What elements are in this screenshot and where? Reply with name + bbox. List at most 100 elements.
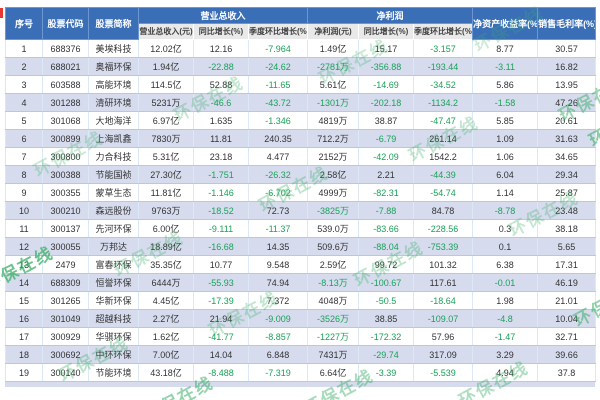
cell: 99.72 — [358, 255, 415, 274]
col-profit-yoy: 同比增长(%) — [358, 23, 415, 40]
cell: 3 — [5, 75, 43, 94]
cell: -34.52 — [413, 75, 474, 94]
cell: 300355 — [42, 183, 89, 202]
cell: -0.01 — [472, 273, 539, 292]
cell: 节能国祯 — [88, 165, 139, 184]
cell: 10 — [5, 201, 43, 220]
cell: 6.38 — [472, 255, 539, 274]
cell: 7431万 — [307, 345, 360, 364]
cell: -5.539 — [413, 363, 474, 382]
cell: -6.79 — [358, 129, 415, 148]
cell: 7830万 — [138, 129, 194, 148]
table-row: 16 301049 超越科技 2.27亿 21.94 -9.009 -3526万 38.85-… — [5, 309, 597, 328]
cell: -1.146 — [193, 183, 249, 202]
cell: -16.68 — [193, 237, 249, 256]
table-row: 2 688021 奥福环保 1.94亿 -22.88 -24.62 -2781万 -356.8… — [5, 57, 597, 76]
cell: 4.94 — [472, 363, 539, 382]
cell: -100.67 — [358, 273, 415, 292]
cell: 300137 — [42, 219, 89, 238]
cell: -3.39 — [358, 363, 415, 382]
cell: 539.0万 — [307, 219, 360, 238]
cell: -11.37 — [247, 219, 309, 238]
cell: 12 — [5, 237, 43, 256]
cell: 1 — [5, 39, 43, 58]
cell: 5 — [5, 111, 43, 130]
cell: 20.61 — [537, 111, 597, 130]
cell: 34.65 — [537, 147, 597, 166]
cell: 5.65 — [537, 237, 597, 256]
table-row: 17 300929 华骐环保 1.62亿 -41.77 -8.857 -1227万 -172.… — [5, 327, 597, 346]
col-revenue-total: 营业总收入(元) — [138, 23, 194, 40]
cell: 301265 — [42, 291, 89, 310]
cell: 1.49亿 — [307, 39, 360, 58]
cell: 32.71 — [537, 327, 597, 346]
col-revenue-yoy: 同比增长(%) — [193, 23, 249, 40]
cell: 17 — [5, 327, 43, 346]
cell: 16 — [5, 309, 43, 328]
cell: -82.31 — [358, 183, 415, 202]
cell: 300140 — [42, 363, 89, 382]
cell: -7.964 — [247, 39, 309, 58]
cell: -1.58 — [472, 93, 539, 112]
cell: -8.13万 — [307, 273, 360, 292]
cell: 300692 — [42, 345, 89, 364]
cell: -50.5 — [358, 291, 415, 310]
cell: 712.2万 — [307, 129, 360, 148]
table-row: 5 301068 大地海洋 6.97亿 1.635 -1.346 4819万 38.87 -47… — [5, 111, 597, 130]
cell: 中环环保 — [88, 345, 139, 364]
table-row: 8 300388 节能国祯 27.30亿 -1.751 -26.32 2.58亿 2.21 -4… — [5, 165, 597, 184]
cell: 509.6万 — [307, 237, 360, 256]
col-roe: 净资产收益率(%) — [472, 7, 539, 40]
cell: -202.18 — [358, 93, 415, 112]
cell: -2781万 — [307, 57, 360, 76]
table-row: 9 300355 蒙草生态 11.81亿 -1.146 -6.702 4999万 -82.31… — [5, 183, 597, 202]
table-wrap: 序号 股票代码 股票简称 营业总收入 净利润 净资产收益率(%) 销售毛利率(%… — [5, 7, 597, 387]
table-row: 18 300692 中环环保 7.00亿 14.04 6.848 7431万 -29.74 31… — [5, 345, 597, 364]
cell: 14.35 — [247, 237, 309, 256]
cell: 10.04 — [537, 309, 597, 328]
cell: 13.95 — [537, 75, 597, 94]
cell: 47.26 — [537, 93, 597, 112]
cell: -109.07 — [413, 309, 474, 328]
cell: 2479 — [42, 255, 89, 274]
col-seq: 序号 — [5, 7, 43, 40]
cell: 688021 — [42, 57, 89, 76]
cell: 6.848 — [247, 345, 309, 364]
cell: 4819万 — [307, 111, 360, 130]
cell: 30.57 — [537, 39, 597, 58]
cell: -7.88 — [358, 201, 415, 220]
cell: 2.27亿 — [138, 309, 194, 328]
cell: 4048万 — [307, 291, 360, 310]
cell: 0.1 — [472, 237, 539, 256]
col-profit-qoq: 季度环比增长(%) — [413, 23, 474, 40]
table-row: 12 300055 万邦达 18.89亿 -16.68 14.35 509.6万 -88.04… — [5, 237, 597, 256]
cell: 18 — [5, 345, 43, 364]
cell: 301049 — [42, 309, 89, 328]
cell: -1134.2 — [413, 93, 474, 112]
cell: 300929 — [42, 327, 89, 346]
cell: 117.61 — [413, 273, 474, 292]
cell: 4.477 — [247, 147, 309, 166]
table-row: 10 300210 森远股份 9763万 -18.52 72.73 -3825万 -7.88 8… — [5, 201, 597, 220]
cell: 10.77 — [193, 255, 249, 274]
cell: 84.78 — [413, 201, 474, 220]
cell: -9.111 — [193, 219, 249, 238]
cell: 1542.2 — [413, 147, 474, 166]
cell: -1301万 — [307, 93, 360, 112]
cell: 9 — [5, 183, 43, 202]
group-revenue: 营业总收入 — [137, 7, 309, 24]
cell: 29.34 — [537, 165, 597, 184]
cell: 6444万 — [138, 273, 194, 292]
cell: 301068 — [42, 111, 89, 130]
cell: 美埃科技 — [88, 39, 139, 58]
cell: 1.14 — [472, 183, 539, 202]
table-row: 15 301265 华新环保 4.45亿 -17.39 7.372 4048万 -50.5 -1… — [5, 291, 597, 310]
cell: -26.32 — [247, 165, 309, 184]
cell: 19 — [5, 363, 43, 382]
cell: 9763万 — [138, 201, 194, 220]
cell: 52.88 — [193, 75, 249, 94]
cell: 21.01 — [537, 291, 597, 310]
cell: -3526万 — [307, 309, 360, 328]
stock-financials-table: 序号 股票代码 股票简称 营业总收入 净利润 净资产收益率(%) 销售毛利率(%… — [5, 7, 597, 382]
